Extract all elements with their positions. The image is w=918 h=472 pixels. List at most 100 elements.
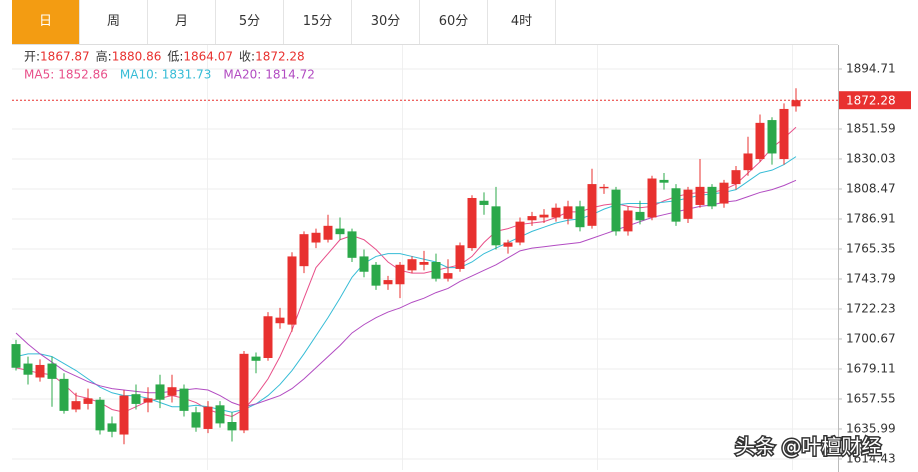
candle-body bbox=[23, 363, 33, 375]
candles bbox=[11, 88, 801, 445]
ohlc-label: 高: bbox=[96, 49, 112, 64]
candle-body bbox=[743, 153, 753, 171]
period-tab[interactable]: 日 bbox=[12, 0, 80, 44]
candle-body bbox=[119, 395, 129, 435]
ohlc-value: 1864.07 bbox=[183, 50, 233, 64]
candle-body bbox=[59, 378, 69, 411]
candle-body bbox=[479, 200, 489, 205]
candle-body bbox=[443, 273, 453, 279]
ohlc-label: 开: bbox=[24, 50, 40, 64]
candle-body bbox=[395, 264, 405, 285]
candle-body bbox=[383, 280, 393, 285]
y-tick-label: 1657.55 bbox=[846, 391, 896, 405]
candle-body bbox=[83, 398, 93, 404]
period-tab[interactable]: 30分 bbox=[352, 0, 420, 44]
candle-body bbox=[143, 398, 153, 403]
candle-body bbox=[683, 189, 693, 219]
last-price-box bbox=[839, 91, 911, 110]
legend-label: MA10: bbox=[120, 68, 158, 82]
candle-body bbox=[371, 264, 381, 286]
watermark: 头条 @叶檀财经 bbox=[735, 435, 881, 459]
candle-body bbox=[527, 216, 537, 221]
ohlc-value: 1867.87 bbox=[40, 50, 90, 64]
period-tab[interactable]: 月 bbox=[148, 0, 216, 44]
candle-body bbox=[179, 388, 189, 411]
candle-body bbox=[611, 189, 621, 232]
candle-body bbox=[359, 256, 369, 272]
y-tick-label: 1635.99 bbox=[846, 421, 896, 435]
candle-body bbox=[779, 108, 789, 160]
candle-body bbox=[659, 179, 669, 183]
y-tick-label: 1786.91 bbox=[846, 211, 896, 225]
legend-value: 1852.86 bbox=[58, 68, 108, 82]
period-tabs: 日周月 5分 15分 30分 60分 4时 bbox=[12, 0, 838, 45]
candle-body bbox=[227, 422, 237, 431]
candle-body bbox=[647, 178, 657, 218]
candle-body bbox=[719, 182, 729, 204]
ohlc-label: 低: bbox=[167, 50, 183, 64]
candle-body bbox=[407, 259, 417, 271]
candle-body bbox=[623, 210, 633, 232]
y-tick-label: 1765.35 bbox=[846, 241, 896, 255]
legend-value: 1831.73 bbox=[162, 68, 212, 82]
legend-label: MA20: bbox=[223, 68, 261, 82]
period-tab[interactable]: 15分 bbox=[284, 0, 352, 44]
candle-body bbox=[107, 423, 117, 432]
candle-body bbox=[791, 100, 801, 107]
candle-body bbox=[695, 186, 705, 205]
candle-body bbox=[251, 356, 261, 361]
candle-body bbox=[491, 206, 501, 246]
period-tab[interactable]: 60分 bbox=[420, 0, 488, 44]
y-tick-label: 1830.03 bbox=[846, 151, 896, 165]
ohlc-value: 1872.28 bbox=[255, 50, 305, 64]
candle-body bbox=[191, 412, 201, 428]
candle-body bbox=[275, 317, 285, 324]
period-tab[interactable]: 5分 bbox=[216, 0, 284, 44]
candle-body bbox=[347, 231, 357, 258]
candle-body bbox=[323, 225, 333, 240]
candle-body bbox=[563, 206, 573, 219]
legend-value: 1814.72 bbox=[265, 68, 315, 82]
y-tick-label: 1808.47 bbox=[846, 181, 896, 195]
candle-body bbox=[431, 261, 441, 279]
candle-body bbox=[203, 406, 213, 429]
candle-body bbox=[419, 261, 429, 265]
candle-body bbox=[767, 120, 777, 154]
candle-body bbox=[287, 256, 297, 325]
ma-line bbox=[15, 126, 797, 417]
y-tick-label: 1894.71 bbox=[846, 62, 896, 76]
candle-body bbox=[239, 353, 249, 431]
last-price-label: 1872.28 bbox=[846, 94, 896, 108]
candle-body bbox=[755, 122, 765, 160]
candle-body bbox=[731, 170, 741, 185]
period-tab[interactable]: 4时 bbox=[488, 0, 556, 44]
period-tab[interactable]: 周 bbox=[80, 0, 148, 44]
candle-body bbox=[671, 188, 681, 222]
candle-body bbox=[539, 214, 549, 218]
candle-body bbox=[335, 228, 345, 235]
candle-body bbox=[467, 197, 477, 249]
y-tick-label: 1722.23 bbox=[846, 301, 896, 315]
ma-line bbox=[15, 156, 797, 413]
candle-body bbox=[95, 399, 105, 431]
candle-body bbox=[311, 232, 321, 243]
candle-body bbox=[155, 384, 165, 400]
candle-body bbox=[551, 207, 561, 218]
ohlc-label: 收: bbox=[239, 50, 255, 64]
candle-body bbox=[11, 344, 21, 368]
legend-label: MA5: bbox=[24, 68, 54, 82]
y-tick-label: 1743.79 bbox=[846, 271, 896, 285]
y-tick-label: 1851.59 bbox=[846, 121, 896, 135]
candle-body bbox=[299, 234, 309, 267]
candle-body bbox=[71, 401, 81, 410]
candle-body bbox=[215, 405, 225, 424]
candle-body bbox=[455, 245, 465, 269]
ma-line bbox=[15, 179, 797, 408]
grid bbox=[12, 68, 842, 460]
candle-body bbox=[575, 206, 585, 228]
candle-body bbox=[707, 186, 717, 207]
labels: 1894.71 1851.59 1830.03 1808.47 1786.91 1765.… bbox=[12, 49, 911, 465]
y-tick-label: 1679.11 bbox=[846, 361, 896, 375]
candle-body bbox=[515, 221, 525, 243]
